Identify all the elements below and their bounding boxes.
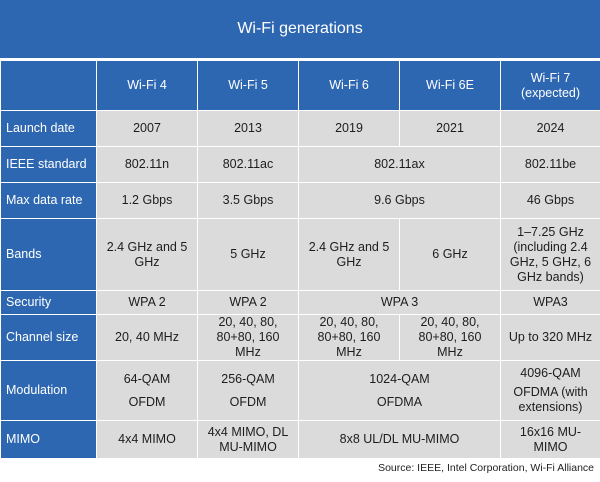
row-label-channel-size: Channel size: [0, 314, 97, 361]
col-header-wifi7-text: Wi-Fi 7 (expected): [520, 70, 581, 100]
modulation-qam-wifi7: 4096-QAM: [520, 366, 581, 380]
cell-channel-wifi6e: 20, 40, 80, 80+80, 160 MHz: [399, 314, 501, 361]
cell-security-wifi4: WPA 2: [96, 290, 198, 315]
cell-security-wifi6-6e: WPA 3: [298, 290, 501, 315]
modulation-ofdm-wifi6-6e: OFDMA: [376, 394, 423, 409]
col-header-wifi7: Wi-Fi 7 (expected): [500, 60, 600, 111]
row-label-modulation: Modulation: [0, 360, 97, 421]
table-row-modulation: Modulation 64-QAM OFDM 256-QAM OFDM 1024…: [0, 360, 600, 421]
cell-bands-wifi6: 2.4 GHz and 5 GHz: [298, 218, 400, 291]
table-row-launch-date: Launch date 2007 2013 2019 2021 2024: [0, 110, 600, 147]
cell-rate-wifi4: 1.2 Gbps: [96, 182, 198, 219]
cell-mimo-wifi4: 4x4 MIMO: [96, 420, 198, 459]
col-header-wifi6e: Wi-Fi 6E: [399, 60, 501, 111]
cell-channel-wifi6: 20, 40, 80, 80+80, 160 MHz: [298, 314, 400, 361]
modulation-ofdm-wifi7: OFDMA (with extensions): [513, 385, 588, 414]
cell-bands-wifi4: 2.4 GHz and 5 GHz: [96, 218, 198, 291]
header-corner: [0, 60, 97, 111]
modulation-qam-wifi6-6e: 1024-QAM: [369, 371, 430, 386]
cell-mimo-wifi5: 4x4 MIMO, DL MU-MIMO: [197, 420, 299, 459]
row-label-bands: Bands: [0, 218, 97, 291]
modulation-spacer: [303, 387, 496, 395]
source-note: Source: IEEE, Intel Corporation, Wi-Fi A…: [378, 462, 594, 474]
cell-bands-wifi7: 1–7.25 GHz (including 2.4 GHz, 5 GHz, 6 …: [500, 218, 600, 291]
cell-ieee-wifi7: 802.11be: [500, 146, 600, 183]
modulation-ofdm-wifi5: OFDM: [229, 394, 267, 409]
cell-mimo-wifi7: 16x16 MU-MIMO: [500, 420, 600, 459]
table-row-max-data-rate: Max data rate 1.2 Gbps 3.5 Gbps 9.6 Gbps…: [0, 182, 600, 219]
modulation-qam-wifi5: 256-QAM: [221, 371, 275, 386]
cell-modulation-wifi7: 4096-QAM OFDMA (with extensions): [500, 360, 600, 421]
cell-channel-wifi4: 20, 40 MHz: [96, 314, 198, 361]
modulation-spacer: [101, 387, 193, 395]
table-title: Wi-Fi generations: [0, 0, 600, 58]
row-label-security: Security: [0, 290, 97, 315]
cell-ieee-wifi4: 802.11n: [96, 146, 198, 183]
table-row-channel-size: Channel size 20, 40 MHz 20, 40, 80, 80+8…: [0, 314, 600, 361]
table-row-mimo: MIMO 4x4 MIMO 4x4 MIMO, DL MU-MIMO 8x8 U…: [0, 420, 600, 459]
cell-launch-wifi6: 2019: [298, 110, 400, 147]
cell-channel-wifi5: 20, 40, 80, 80+80, 160 MHz: [197, 314, 299, 361]
table-row-bands: Bands 2.4 GHz and 5 GHz 5 GHz 2.4 GHz an…: [0, 218, 600, 291]
col-header-wifi4: Wi-Fi 4: [96, 60, 198, 111]
row-label-ieee-standard: IEEE standard: [0, 146, 97, 183]
cell-ieee-wifi6-6e: 802.11ax: [298, 146, 501, 183]
cell-launch-wifi5: 2013: [197, 110, 299, 147]
col-header-wifi6: Wi-Fi 6: [298, 60, 400, 111]
cell-launch-wifi6e: 2021: [399, 110, 501, 147]
cell-security-wifi7: WPA3: [500, 290, 600, 315]
cell-modulation-wifi6-6e: 1024-QAM OFDMA: [298, 360, 501, 421]
cell-rate-wifi7: 46 Gbps: [500, 182, 600, 219]
cell-modulation-wifi5: 256-QAM OFDM: [197, 360, 299, 421]
cell-rate-wifi5: 3.5 Gbps: [197, 182, 299, 219]
table-row-ieee-standard: IEEE standard 802.11n 802.11ac 802.11ax …: [0, 146, 600, 183]
row-label-launch-date: Launch date: [0, 110, 97, 147]
cell-security-wifi5: WPA 2: [197, 290, 299, 315]
wifi-generations-table: Wi-Fi 4 Wi-Fi 5 Wi-Fi 6 Wi-Fi 6E Wi-Fi 7…: [0, 60, 600, 459]
cell-modulation-wifi4: 64-QAM OFDM: [96, 360, 198, 421]
modulation-qam-wifi4: 64-QAM: [123, 371, 171, 386]
row-label-max-data-rate: Max data rate: [0, 182, 97, 219]
cell-launch-wifi7: 2024: [500, 110, 600, 147]
modulation-spacer: [202, 387, 294, 395]
cell-ieee-wifi5: 802.11ac: [197, 146, 299, 183]
col-header-wifi5: Wi-Fi 5: [197, 60, 299, 111]
cell-channel-wifi7: Up to 320 MHz: [500, 314, 600, 361]
row-label-mimo: MIMO: [0, 420, 97, 459]
table-title-text: Wi-Fi generations: [237, 20, 363, 37]
cell-launch-wifi4: 2007: [96, 110, 198, 147]
cell-rate-wifi6-6e: 9.6 Gbps: [298, 182, 501, 219]
cell-mimo-wifi6-6e: 8x8 UL/DL MU-MIMO: [298, 420, 501, 459]
modulation-ofdm-wifi4: OFDM: [128, 394, 166, 409]
cell-bands-wifi6e: 6 GHz: [399, 218, 501, 291]
header-row: Wi-Fi 4 Wi-Fi 5 Wi-Fi 6 Wi-Fi 6E Wi-Fi 7…: [0, 60, 600, 111]
cell-bands-wifi5: 5 GHz: [197, 218, 299, 291]
table-row-security: Security WPA 2 WPA 2 WPA 3 WPA3: [0, 290, 600, 315]
